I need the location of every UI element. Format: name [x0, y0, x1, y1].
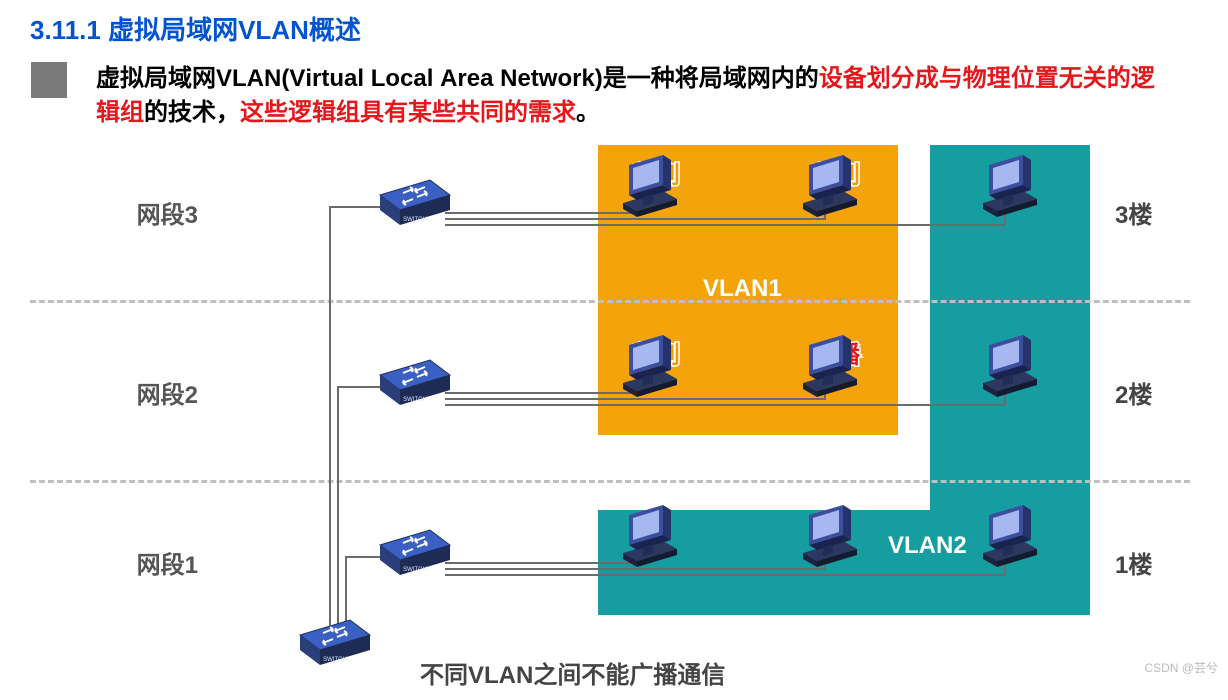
segment-label: 网段2	[118, 375, 198, 410]
root-switch-icon: SWITCH	[295, 615, 375, 670]
pc-icon	[975, 155, 1045, 225]
segment-label: 网段1	[118, 545, 198, 580]
pc-icon	[975, 505, 1045, 575]
floor-label: 2楼	[1115, 375, 1175, 410]
vlan1-label: VLAN1	[703, 275, 782, 303]
section-heading: 3.11.1 虚拟局域网VLAN概述	[30, 10, 361, 47]
svg-text:SWITCH: SWITCH	[323, 657, 347, 663]
vlan-diagram: 网段3 网段2 网段1 3楼 2楼 1楼 VLAN1 VLAN2 收到 收到 收…	[0, 140, 1228, 682]
svg-text:SWITCH: SWITCH	[403, 567, 427, 573]
pc-icon	[615, 155, 685, 225]
svg-text:SWITCH: SWITCH	[403, 397, 427, 403]
segment-label: 网段3	[118, 195, 198, 230]
pc-icon	[615, 505, 685, 575]
footer-text: 不同VLAN之间不能广播通信	[420, 655, 725, 690]
pc-icon	[615, 335, 685, 405]
intro-paragraph: 虚拟局域网VLAN(Virtual Local Area Network)是一种…	[96, 62, 1161, 129]
floor-label: 3楼	[1115, 195, 1175, 230]
switch-icon: SWITCH	[375, 355, 455, 410]
bullet-square-icon	[31, 62, 67, 98]
switch-icon: SWITCH	[375, 525, 455, 580]
switch-icon: SWITCH	[375, 175, 455, 230]
floor-label: 1楼	[1115, 545, 1175, 580]
pc-icon	[795, 505, 865, 575]
vlan2-label: VLAN2	[888, 532, 967, 560]
pc-icon	[975, 335, 1045, 405]
svg-text:SWITCH: SWITCH	[403, 217, 427, 223]
watermark: CSDN @芸兮	[1144, 659, 1218, 676]
pc-icon	[795, 335, 865, 405]
pc-icon	[795, 155, 865, 225]
